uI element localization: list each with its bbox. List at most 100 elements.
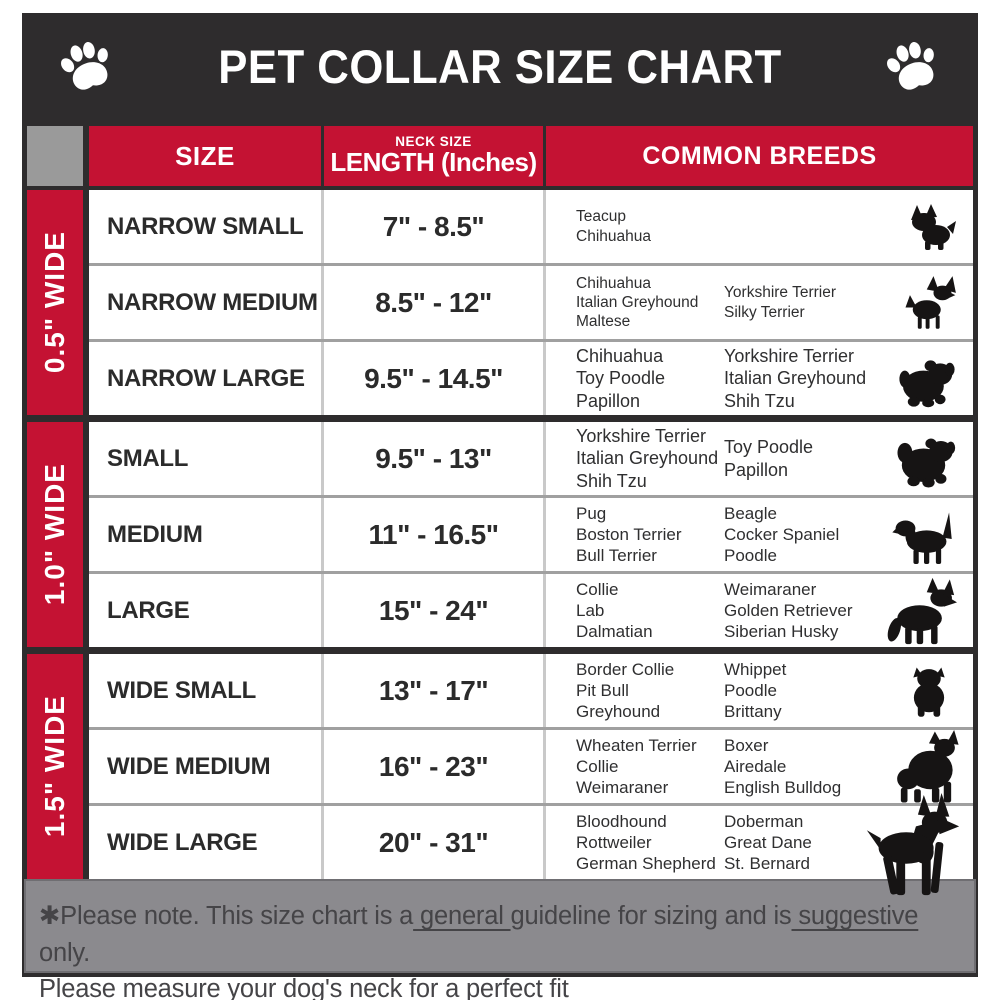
group-width-label: 0.5" WIDE (39, 231, 70, 374)
neck-size-cell: 11" - 16.5" (324, 498, 543, 571)
column-header-common-breeds: COMMON BREEDS (546, 126, 973, 186)
group-width-label: 1.5" WIDE (39, 695, 70, 838)
footer-note-line1: ✱Please note. This size chart is a gener… (39, 898, 974, 971)
breeds-cell: Bloodhound Rottweiler German Shepherd Do… (546, 793, 973, 896)
note-text: guideline for sizing and is (510, 902, 792, 930)
breeds-list-left: Bloodhound Rottweiler German Shepherd (576, 811, 716, 874)
breeds-cell: Teacup Chihuahua (546, 190, 973, 263)
footer-note-line2: Please measure your dog's neck for a per… (39, 975, 569, 1000)
breeds-list-left: Collie Lab Dalmatian (576, 579, 653, 642)
size-group-05-wide: 0.5" WIDE NARROW SMALL 7" - 8.5" Teacup … (27, 190, 973, 415)
breeds-list-right: Boxer Airedale English Bulldog (724, 735, 842, 798)
yorkie-icon (907, 202, 957, 252)
size-cell: WIDE SMALL (89, 654, 321, 727)
breeds-list-right: Whippet Poodle Brittany (724, 659, 787, 722)
paw-icon (55, 35, 119, 99)
neck-size-cell: 9.5" - 13" (324, 422, 543, 495)
shepherd-icon (885, 577, 957, 644)
neck-size-cell: 16" - 23" (324, 730, 543, 803)
pekingese-icon (895, 428, 957, 490)
group-width-cell: 0.5" WIDE (27, 190, 83, 415)
breeds-list-left: Yorkshire Terrier Italian Greyhound Shih… (576, 426, 719, 491)
size-cell: SMALL (89, 422, 321, 495)
doberman-icon (859, 788, 967, 906)
breeds-cell: Wheaten Terrier Collie Weimaraner Boxer … (546, 729, 973, 803)
breeds-list-right: Doberman Great Dane St. Bernard (724, 811, 812, 874)
neck-size-cell: 8.5" - 12" (324, 266, 543, 339)
column-divider (543, 342, 546, 415)
neck-size-cell: 20" - 31" (324, 806, 543, 879)
length-inches-label: LENGTH (Inches) (330, 147, 537, 178)
shih-tzu-icon (897, 349, 957, 409)
breeds-list-right: Yorkshire Terrier Italian Greyhound Shih… (724, 346, 867, 411)
note-underlined-word: suggestive (791, 902, 919, 930)
row-divider (89, 339, 973, 342)
column-divider (543, 654, 546, 727)
table-header-row: SIZE NECK SIZE LENGTH (Inches) COMMON BR… (27, 126, 973, 186)
breeds-list-left: Chihuahua Toy Poodle Papillon (576, 346, 666, 411)
column-divider (321, 342, 324, 415)
breeds-list-left: Wheaten Terrier Collie Weimaraner (576, 735, 697, 798)
size-cell: NARROW SMALL (89, 190, 321, 263)
breeds-cell: Yorkshire Terrier Italian Greyhound Shih… (546, 422, 973, 495)
breeds-cell: Chihuahua Toy Poodle Papillon Yorkshire … (546, 342, 973, 415)
breeds-cell: Border Collie Pit Bull Greyhound Whippet… (546, 654, 973, 727)
breeds-list-left: Chihuahua Italian Greyhound Maltese (576, 274, 699, 331)
breeds-list-left: Border Collie Pit Bull Greyhound (576, 659, 675, 722)
row-divider (89, 727, 973, 730)
size-cell: WIDE LARGE (89, 806, 321, 879)
chihuahua-icon (901, 275, 957, 331)
neck-size-cell: 9.5" - 14.5" (324, 342, 543, 415)
group-width-cell: 1.5" WIDE (27, 654, 83, 879)
bulldog-icon (901, 662, 957, 720)
size-cell: LARGE (89, 574, 321, 647)
note-text: ✱Please note. This size chart is a (39, 902, 414, 930)
column-header-size: SIZE (89, 126, 321, 186)
pitbull-icon (889, 729, 963, 803)
column-divider (321, 498, 324, 571)
column-divider (321, 266, 324, 339)
size-group-10-wide: 1.0" WIDE SMALL 9.5" - 13" Yorkshire Ter… (27, 422, 973, 647)
size-cell: NARROW MEDIUM (89, 266, 321, 339)
breeds-list-left: Pug Boston Terrier Bull Terrier (576, 503, 682, 566)
table-body: 0.5" WIDE NARROW SMALL 7" - 8.5" Teacup … (27, 190, 973, 896)
row-divider (89, 495, 973, 498)
group-width-label: 1.0" WIDE (39, 463, 70, 606)
column-divider (321, 574, 324, 647)
neck-size-label: NECK SIZE (395, 134, 472, 150)
row-divider (89, 571, 973, 574)
column-divider (543, 730, 546, 803)
corner-cell (27, 126, 83, 186)
column-divider (543, 266, 546, 339)
group-width-cell: 1.0" WIDE (27, 422, 83, 647)
breeds-cell: Collie Lab Dalmatian Weimaraner Golden R… (546, 574, 973, 647)
column-divider (321, 654, 324, 727)
breeds-list-right: Beagle Cocker Spaniel Poodle (724, 503, 840, 566)
note-text: only. (39, 938, 90, 967)
size-cell: WIDE MEDIUM (89, 730, 321, 803)
note-underlined-word: general (413, 902, 511, 930)
neck-size-cell: 13" - 17" (324, 654, 543, 727)
column-divider (321, 190, 324, 263)
column-divider (543, 806, 546, 879)
column-divider (321, 806, 324, 879)
column-divider (321, 422, 324, 495)
breeds-list-right: Weimaraner Golden Retriever Siberian Hus… (724, 579, 853, 642)
size-group-15-wide: 1.5" WIDE WIDE SMALL 13" - 17" Border Co… (27, 654, 973, 896)
chart-board: PET COLLAR SIZE CHART SIZE NECK SIZE LEN… (22, 13, 978, 1000)
row-divider (89, 803, 973, 806)
size-cell: NARROW LARGE (89, 342, 321, 415)
beagle-icon (891, 506, 957, 564)
column-divider (543, 190, 546, 263)
breeds-list-right: Yorkshire Terrier Silky Terrier (724, 284, 836, 321)
size-cell: MEDIUM (89, 498, 321, 571)
row-divider (89, 263, 973, 266)
column-divider (543, 574, 546, 647)
column-divider (543, 422, 546, 495)
page-title: PET COLLAR SIZE CHART (218, 40, 782, 93)
column-header-neck-size: NECK SIZE LENGTH (Inches) (324, 126, 543, 186)
column-divider (543, 498, 546, 571)
breeds-list-left: Teacup Chihuahua (576, 208, 651, 245)
neck-size-cell: 15" - 24" (324, 574, 543, 647)
